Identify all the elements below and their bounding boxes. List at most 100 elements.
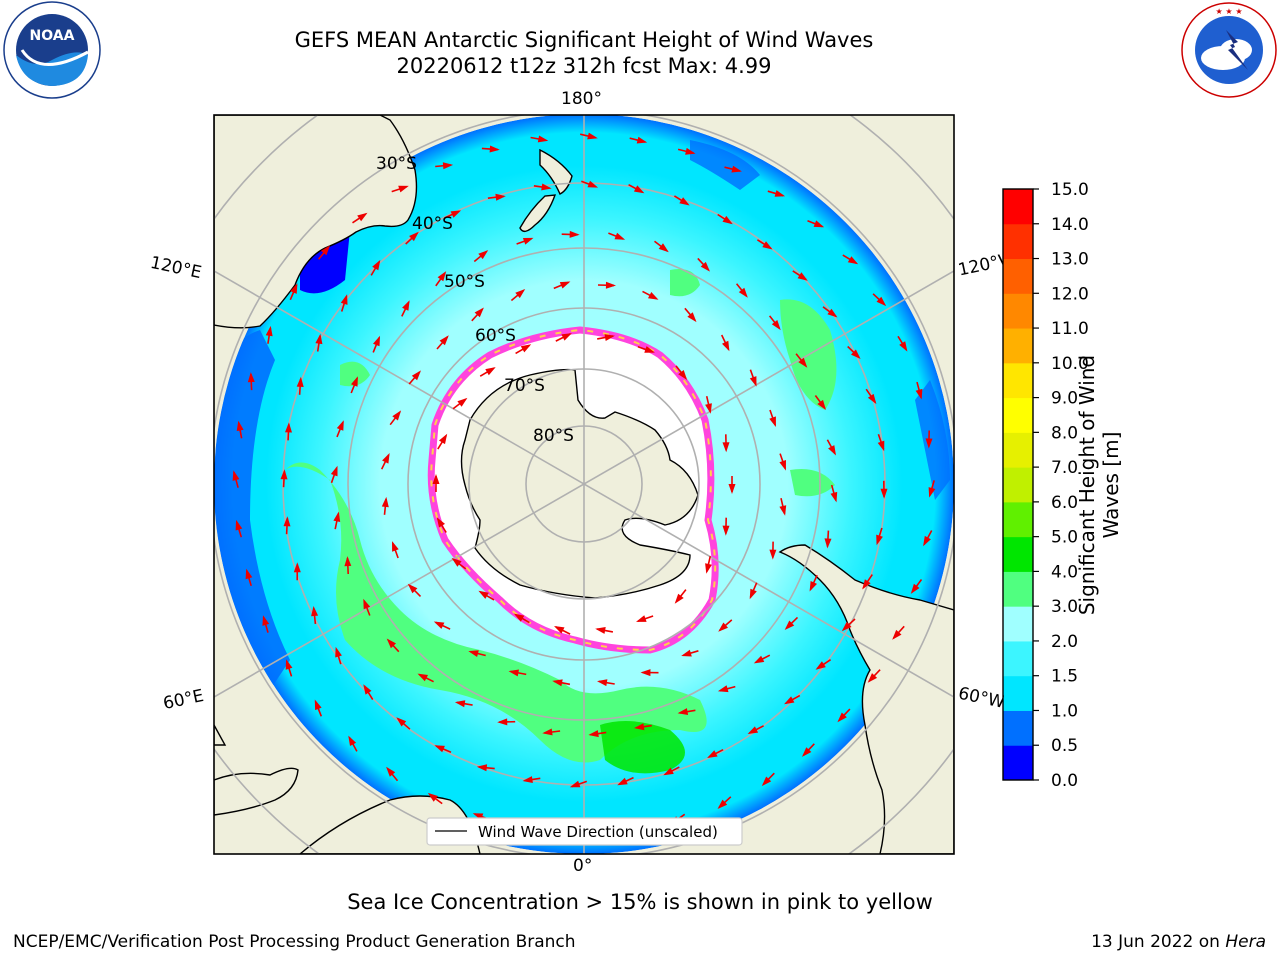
wind-arrow-head — [569, 230, 580, 238]
wind-arrow-head — [474, 307, 484, 318]
wind-arrow-head — [604, 334, 615, 341]
wind-arrow-head — [247, 372, 255, 383]
wind-arrow-head — [636, 136, 648, 144]
wind-arrow-head — [728, 484, 736, 494]
wind-arrow-head — [283, 516, 291, 527]
wind-arrow-head — [876, 534, 883, 546]
low-wave-area-north — [690, 140, 760, 190]
wind-arrow-head — [802, 747, 812, 757]
colorbar-tick-label: 1.0 — [1051, 701, 1078, 721]
wind-arrow-head — [771, 320, 781, 331]
wind-arrow-head — [830, 491, 838, 503]
wind-arrow-head — [485, 367, 496, 376]
wind-arrow-head — [797, 272, 808, 281]
colorbar-segment — [1003, 640, 1033, 677]
lat-label-40s: 40°S — [412, 214, 453, 234]
lat-label-70s: 70°S — [504, 376, 545, 396]
wind-arrow-head — [769, 416, 776, 427]
wind-arrow-head — [784, 620, 795, 630]
wind-arrow-head — [515, 289, 526, 299]
wind-arrow-head — [749, 588, 757, 600]
wind-arrow-head — [925, 438, 933, 449]
wind-arrow-head — [232, 470, 240, 481]
wind-arrow-head — [344, 556, 352, 567]
wind-arrow-head — [722, 525, 730, 536]
low-wave-area-west — [214, 330, 290, 690]
wind-arrow-head — [442, 162, 454, 170]
wind-arrow-head — [357, 212, 368, 222]
wind-arrow-head — [392, 541, 399, 552]
wind-arrow-head — [614, 232, 626, 240]
wind-arrow-head — [722, 215, 733, 225]
wind-arrow-head — [617, 777, 628, 786]
wind-arrow-head — [569, 780, 581, 788]
lat-label-80s: 80°S — [533, 426, 574, 446]
wind-arrow-head — [867, 393, 877, 405]
wind-arrow-head — [396, 717, 407, 727]
wind-arrow-head — [285, 422, 292, 433]
nws-logo: ★ ★ ★ — [1181, 2, 1277, 98]
wind-arrow-head — [336, 420, 344, 431]
new-zealand-south — [519, 194, 557, 233]
wind-arrow-head — [335, 646, 342, 658]
wind-arrow-head — [476, 764, 488, 772]
colorbar: 0.0 0.5 1.0 1.5 2.0 3.0 4.0 5.0 6.0 7.0 8.0 9.0 10.0… — [1002, 180, 1089, 791]
wind-arrow-head — [762, 241, 773, 250]
wind-arrow-head — [634, 723, 645, 731]
south-america — [778, 544, 954, 854]
wind-arrow-head — [351, 376, 358, 387]
wind-arrow-head — [679, 197, 690, 206]
wind-arrow-head — [381, 496, 389, 508]
footer-date: 13 Jun 2022 on Hera — [1091, 932, 1266, 952]
wind-arrow-head — [597, 679, 608, 687]
colorbar-segment — [1003, 189, 1033, 225]
wind-arrow-head — [348, 735, 357, 746]
wind-arrow-head — [877, 440, 885, 452]
wind-arrow-head — [640, 669, 651, 677]
colorbar-frame — [1002, 188, 1034, 781]
wind-arrow-head — [928, 487, 936, 498]
colorbar-tick-label: 0.5 — [1051, 736, 1078, 756]
wind-arrow-head — [677, 708, 689, 715]
map-title-line2: 20220612 t12z 312h fcst Max: 4.99 — [396, 54, 772, 78]
wind-arrow-head — [407, 583, 418, 594]
colorbar-segment — [1003, 745, 1033, 781]
wind-arrow-head — [753, 655, 765, 664]
wind-arrow-head — [798, 357, 808, 368]
wind-arrow-head — [552, 679, 563, 687]
map-title-line1: GEFS MEAN Antarctic Significant Height o… — [294, 28, 874, 52]
lat-label-30s: 30°S — [376, 154, 417, 174]
wind-arrow-head — [265, 325, 273, 337]
footer-host: Hera — [1225, 932, 1266, 952]
colorbar-tick-label: 10.0 — [1051, 354, 1089, 374]
lat-label-50s: 50°S — [444, 272, 485, 292]
madagascar — [214, 767, 299, 816]
wind-arrow-head — [495, 193, 506, 201]
wind-arrow-head — [588, 730, 599, 738]
nws-ring-text: ★ ★ ★ — [1215, 7, 1242, 16]
wind-arrow-head — [899, 341, 908, 352]
wind-arrow-head — [561, 333, 572, 341]
wind-arrow-head — [554, 626, 565, 634]
colorbar-segment — [1003, 501, 1033, 538]
wind-arrow-head — [779, 460, 786, 471]
colorbar-segment — [1003, 293, 1033, 329]
wind-arrow-head — [340, 294, 348, 305]
colorbar-segment — [1003, 571, 1033, 607]
wind-arrow-head — [373, 335, 380, 347]
wind-arrow-head — [700, 261, 710, 272]
wind-arrow-head — [537, 135, 549, 143]
wind-arrow-head — [432, 474, 440, 484]
map-frame — [213, 114, 955, 855]
wind-arrow-head — [809, 581, 817, 592]
wind-arrow-head — [910, 583, 920, 594]
wind-arrow-head — [417, 673, 428, 682]
wind-arrow-head — [687, 312, 697, 323]
wind-arrow-head — [876, 296, 887, 307]
wind-arrow-head — [923, 535, 931, 547]
wind-arrow-head — [314, 699, 322, 711]
wind-arrow-head — [457, 397, 468, 407]
wind-arrow-head — [478, 590, 489, 599]
wind-arrow-head — [290, 283, 298, 294]
wind-arrow-head — [681, 649, 692, 657]
